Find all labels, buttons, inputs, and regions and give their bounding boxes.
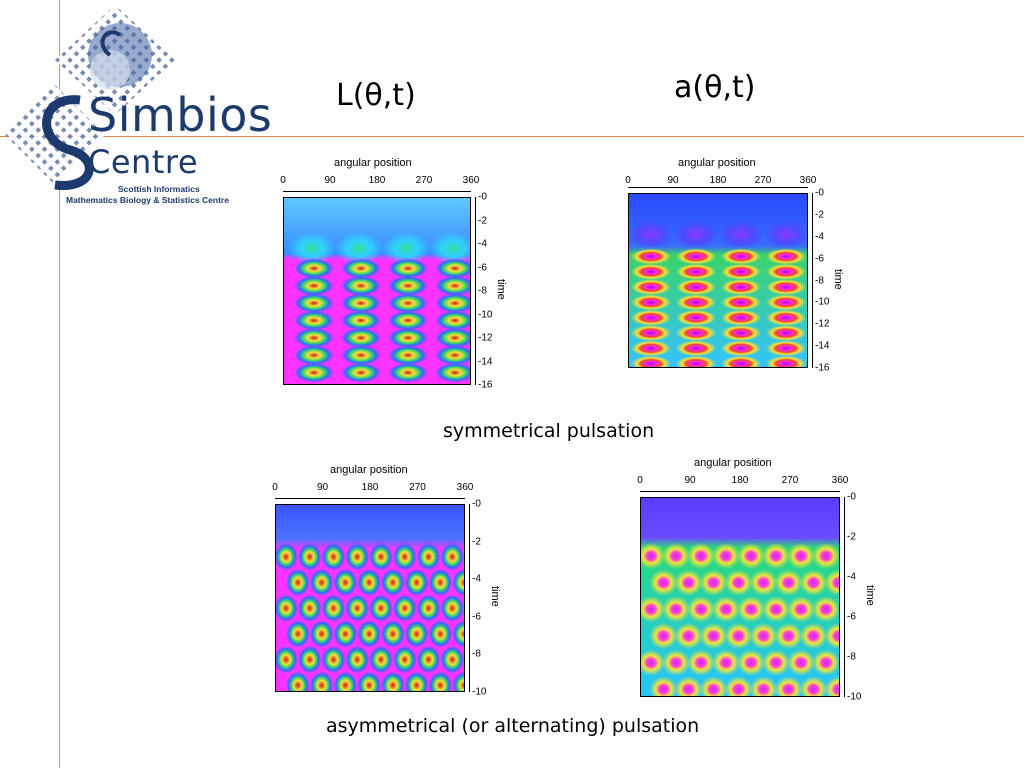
x-tick-label: 180 xyxy=(361,482,379,493)
y-tick-label: -8 xyxy=(847,651,856,663)
y-axis-line xyxy=(469,504,470,692)
y-tick-label: -0 xyxy=(478,191,487,203)
y-axis-line xyxy=(844,497,845,697)
y-tick-label: -14 xyxy=(478,356,493,367)
vertical-rule xyxy=(59,0,60,768)
y-tick-label: -14 xyxy=(815,340,830,352)
logo-subtitle-2: Mathematics Biology & Statistics Centre xyxy=(66,195,229,205)
x-tick-label: 90 xyxy=(316,482,329,493)
y-tick-label: -4 xyxy=(847,571,856,583)
x-axis-title: angular position xyxy=(694,457,772,469)
x-tick-label: 270 xyxy=(409,482,426,493)
y-tick-label: -8 xyxy=(472,648,481,660)
x-axis-line xyxy=(283,191,471,192)
y-axis-title: time xyxy=(864,585,876,606)
caption-asymmetrical: asymmetrical (or alternating) pulsation xyxy=(326,715,700,737)
logo-subtitle-1: Scottish Informatics xyxy=(118,184,200,194)
heatmap-plot xyxy=(640,497,840,697)
x-tick-label: 0 xyxy=(280,175,286,186)
y-tick-label: -2 xyxy=(472,536,481,548)
heatmap-panel-L-asymmetrical: angular position 0 90 180 270 360 -0 -2 -4 -6 -8 -1… xyxy=(268,464,508,704)
y-tick-label: -2 xyxy=(478,215,487,226)
heading-a: a(θ,t) xyxy=(674,70,756,105)
x-tick-label: 0 xyxy=(272,482,278,493)
y-tick-label: -10 xyxy=(815,296,830,308)
y-tick-label: -4 xyxy=(472,573,481,585)
heatmap-panel-L-symmetrical: angular position 0 90 180 270 360 -0 -2 -4 -6 -8 -1… xyxy=(276,157,536,397)
y-tick-label: -10 xyxy=(478,309,493,320)
x-tick-label: 270 xyxy=(781,475,799,486)
y-tick-label: -0 xyxy=(847,491,856,503)
y-tick-label: -8 xyxy=(478,285,487,297)
x-tick-label: 360 xyxy=(831,475,849,486)
y-tick-label: -16 xyxy=(815,362,830,374)
y-tick-label: -10 xyxy=(472,686,487,698)
y-tick-label: -4 xyxy=(478,238,487,250)
y-tick-label: -8 xyxy=(815,275,824,286)
x-tick-label: 360 xyxy=(462,175,480,186)
y-axis-title: time xyxy=(489,586,501,607)
y-tick-label: -6 xyxy=(472,611,481,623)
x-axis-title: angular position xyxy=(334,157,412,169)
x-tick-label: 180 xyxy=(709,175,727,186)
heatmap-plot xyxy=(283,197,471,385)
y-tick-label: -12 xyxy=(815,318,830,330)
y-axis-title: time xyxy=(832,268,844,290)
heatmap-plot xyxy=(628,193,808,368)
y-tick-label: -2 xyxy=(815,209,824,221)
heading-L: L(θ,t) xyxy=(336,78,416,113)
y-axis-line xyxy=(812,193,813,368)
x-axis-line xyxy=(275,498,465,499)
y-axis-title: time xyxy=(495,279,507,300)
y-tick-label: -10 xyxy=(847,691,862,703)
y-tick-label: -16 xyxy=(478,379,493,391)
x-axis-line xyxy=(640,491,840,492)
x-tick-label: 90 xyxy=(684,475,696,486)
simbios-logo: Simbios Centre Scottish Informatics Math… xyxy=(0,0,272,215)
y-tick-label: -0 xyxy=(815,187,824,199)
x-tick-label: 90 xyxy=(667,175,679,186)
heatmap-panel-a-symmetrical: angular position 0 90 180 270 360 -0 -2 -4 -6 -8 -1… xyxy=(620,157,850,382)
x-tick-label: 0 xyxy=(625,175,631,186)
x-axis-line xyxy=(628,187,808,188)
heatmap-plot xyxy=(275,504,465,692)
y-tick-label: -4 xyxy=(815,231,824,243)
x-axis-title: angular position xyxy=(330,464,408,476)
x-tick-label: 270 xyxy=(415,175,433,186)
caption-symmetrical: symmetrical pulsation xyxy=(443,420,655,442)
x-tick-label: 90 xyxy=(324,175,336,186)
y-tick-label: -6 xyxy=(847,611,856,623)
y-tick-label: -0 xyxy=(472,498,481,510)
x-axis-title: angular position xyxy=(678,157,756,169)
logo-text-simbios: Simbios xyxy=(88,88,273,142)
y-tick-label: -2 xyxy=(847,531,856,543)
y-tick-label: -6 xyxy=(815,253,824,265)
horizontal-rule xyxy=(0,136,1024,137)
x-tick-label: 360 xyxy=(456,482,474,493)
y-axis-line xyxy=(475,197,476,385)
x-tick-label: 180 xyxy=(731,475,749,486)
x-tick-label: 180 xyxy=(368,175,386,186)
x-tick-label: 360 xyxy=(799,175,817,186)
y-tick-label: -6 xyxy=(478,262,487,273)
logo-text-centre: Centre xyxy=(88,143,198,181)
x-tick-label: 270 xyxy=(754,175,772,186)
x-tick-label: 0 xyxy=(637,475,643,486)
heatmap-panel-a-asymmetrical: angular position 0 90 180 270 360 -0 -2 -4 -6 -8 -1… xyxy=(632,457,882,707)
y-tick-label: -12 xyxy=(478,332,493,344)
